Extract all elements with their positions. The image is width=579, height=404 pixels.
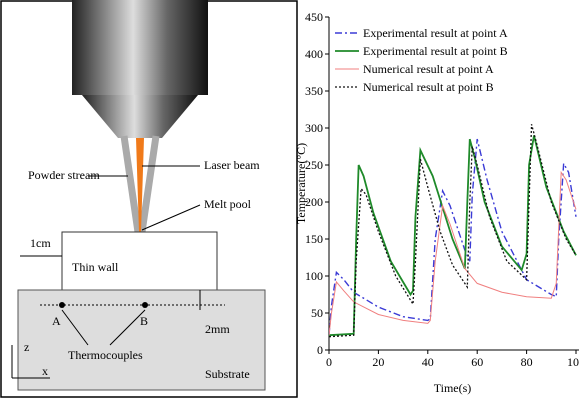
y-axis-label: Temperature(°C) [294,143,308,224]
legend-label: Experimental result at point B [363,44,508,58]
series-line [329,124,577,338]
y-tick-label: 50 [311,306,323,320]
label: Thin wall [72,260,119,274]
x-axis-label: Time(s) [434,381,472,395]
powder-stream [120,135,142,233]
substrate [17,289,266,391]
x-tick-label: 0 [326,355,332,369]
label: z [24,340,29,354]
label: Powder stream [28,168,100,182]
y-tick-label: 400 [305,47,323,61]
y-tick-label: 450 [305,10,323,24]
y-tick-label: 300 [305,121,323,135]
diagram: Powder stream Laser beam Melt pool 1cm T… [0,0,298,398]
y-tick-label: 350 [305,84,323,98]
legend-label: Numerical result at point B [363,80,494,94]
y-tick-label: 100 [305,269,323,283]
y-tick-label: 150 [305,232,323,246]
series-line [329,170,577,336]
x-tick-label: 40 [422,355,434,369]
label: A [52,314,61,328]
x-tick-label: 80 [521,355,533,369]
series-line [329,135,577,337]
label: Laser beam [204,158,260,172]
laser-beam [136,138,144,232]
label: x [42,364,48,378]
legend-label: Experimental result at point A [363,26,508,40]
pointer [61,309,89,346]
label: 1cm [30,236,51,250]
y-tick-label: 200 [305,195,323,209]
label: Melt pool [204,197,252,211]
powder-stream [138,135,160,233]
chart: 0 50 100 150 200 250 300 350 400 450 0 20 40 60 80 100 T… [294,10,579,395]
pointer [109,309,146,346]
point-b [142,302,148,308]
legend-label: Numerical result at point A [363,62,494,76]
label: Thermocouples [68,348,143,362]
label: 2mm [205,322,230,336]
x-tick-label: 100 [567,355,579,369]
y-tick-label: 0 [317,343,323,357]
thin-wall [61,231,218,291]
label: B [140,314,148,328]
pointer [141,204,201,231]
y-tick-label: 250 [305,158,323,172]
label: Substrate [205,367,250,381]
point-a [59,302,65,308]
x-tick-label: 60 [471,355,483,369]
nozzle [72,0,208,95]
nozzle-tip [82,95,198,138]
x-tick-label: 20 [372,355,384,369]
